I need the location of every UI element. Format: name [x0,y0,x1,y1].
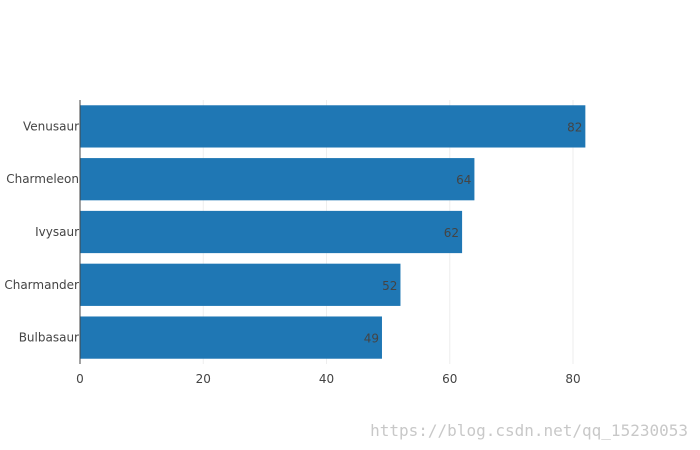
bar-bulbasaur[interactable] [80,316,382,359]
bars [80,105,586,359]
y-tick-label-charmeleon: Charmeleon [6,172,79,186]
x-tick-label-0: 0 [76,372,84,386]
data-label-charmander: 52 [382,279,397,293]
bar-ivysaur[interactable] [80,210,463,254]
y-tick-label-ivysaur: Ivysaur [35,225,79,239]
data-label-ivysaur: 62 [444,226,459,240]
y-tick-label-charmander: Charmander [4,278,79,292]
bar-charmander[interactable] [80,263,401,306]
x-tick-label-80: 80 [565,372,580,386]
data-label-charmeleon: 64 [456,173,471,187]
data-label-venusaur: 82 [567,120,582,134]
x-tick-label-20: 20 [196,372,211,386]
y-tick-label-venusaur: Venusaur [23,119,79,133]
bar-charmeleon[interactable] [80,158,475,201]
watermark-text: https://blog.csdn.net/qq_15230053 [370,421,688,440]
y-tick-label-bulbasaur: Bulbasaur [19,331,79,345]
bar-venusaur[interactable] [80,105,586,148]
x-tick-label-40: 40 [319,372,334,386]
data-label-bulbasaur: 49 [364,332,379,346]
x-axis-tick-labels: 0 20 40 60 80 [76,372,580,386]
x-tick-label-60: 60 [442,372,457,386]
data-labels: 82 64 62 52 49 [364,120,583,345]
y-axis-tick-labels: Venusaur Charmeleon Ivysaur Charmander Bulba… [4,119,79,344]
